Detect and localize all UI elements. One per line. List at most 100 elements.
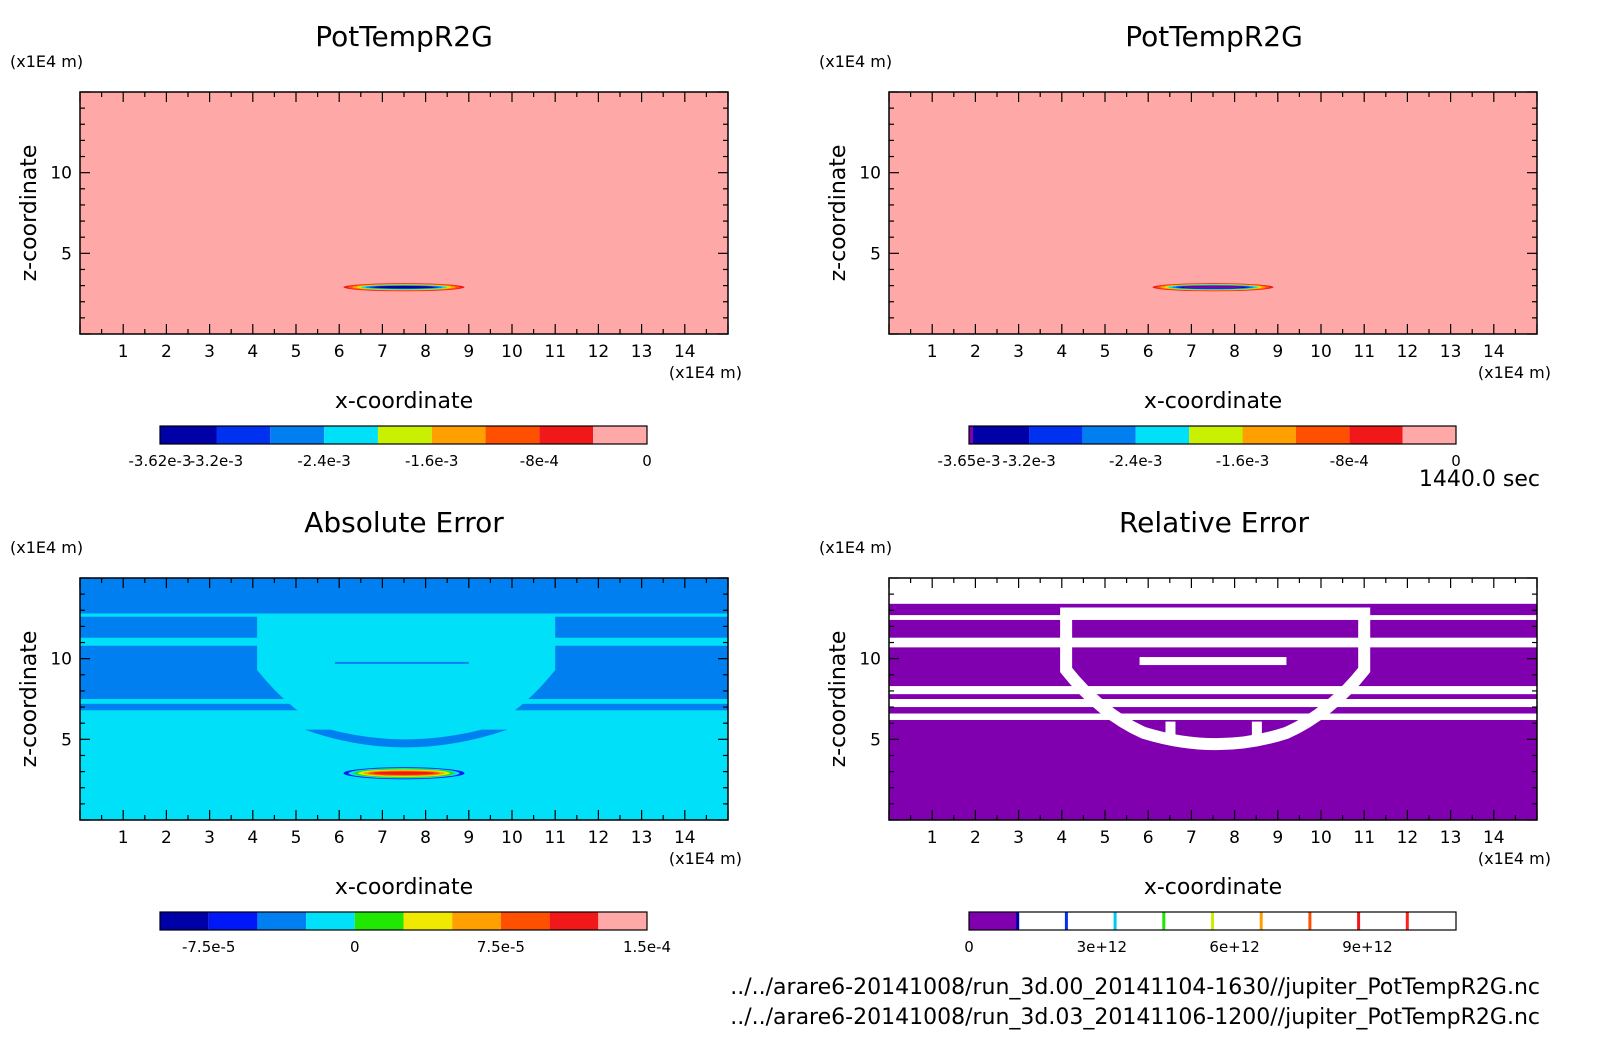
x-tick-label: 14 <box>1483 828 1505 848</box>
colorbar-frame <box>968 911 1457 931</box>
y-axis-label: z-coordinate <box>826 145 851 282</box>
x-tick-label: 8 <box>1229 828 1240 848</box>
panel-1: PotTempR2G(x1E4 m)(x1E4 m)1 2 3 4 5 6 7 8 9 10 11 1… <box>10 20 742 470</box>
colorbar-swatch <box>270 426 325 444</box>
x-tick-label: 8 <box>1229 342 1240 362</box>
error-line <box>334 661 469 664</box>
x-tick-label: 12 <box>588 342 610 362</box>
colorbar-tick-label: 1.5e-4 <box>623 938 671 956</box>
x-tick-label: 10 <box>501 342 523 362</box>
error-band <box>80 578 728 614</box>
relerr-strut <box>1251 721 1262 741</box>
x-tick-label: 13 <box>1440 342 1462 362</box>
colorbar-tick-label: -2.4e-3 <box>297 452 350 470</box>
y-tick-label: 5 <box>61 730 72 750</box>
colorbar-tick-label: 7.5e-5 <box>477 938 525 956</box>
colorbar-swatch <box>1189 426 1243 444</box>
colorbar-tick-label: 0 <box>1451 452 1461 470</box>
colorbar-swatch <box>306 912 355 930</box>
colorbar-tick-label: 9e+12 <box>1342 938 1392 956</box>
colorbar-swatch <box>549 912 599 930</box>
colorbar-tick-label: -3.2e-3 <box>1002 452 1055 470</box>
y-axis-label: z-coordinate <box>17 631 42 768</box>
error-lobe <box>304 729 508 748</box>
colorbar-swatch <box>485 426 540 444</box>
field <box>889 578 1537 820</box>
y-tick-label: 5 <box>870 244 881 264</box>
colorbar: -3.65e-3 -3.2e-3 -2.4e-3 -1.6e-3 -8e-4 0 <box>938 425 1461 470</box>
x-tick-label: 9 <box>1272 342 1283 362</box>
colorbar-tick-label: 0 <box>350 938 360 956</box>
colorbar: -7.5e-5 0 7.5e-5 1.5e-4 <box>159 911 671 956</box>
y-tick-label: 10 <box>859 650 881 670</box>
colorbar-tick-label: -3.62e-3 <box>129 452 192 470</box>
colorbar-tick-label: 0 <box>642 452 652 470</box>
x-tick-label: 3 <box>204 342 215 362</box>
x-tick-label: 9 <box>1272 828 1283 848</box>
y-tick-label: 10 <box>859 164 881 184</box>
x-tick-label: 10 <box>1310 342 1332 362</box>
colorbar-swatch <box>208 912 258 930</box>
colorbar-separator <box>1211 912 1214 930</box>
colorbar-tick-label: 3e+12 <box>1077 938 1127 956</box>
colorbar-separator <box>1308 912 1312 930</box>
time-label: 1440.0 sec <box>1419 467 1540 492</box>
x-axis-label: x-coordinate <box>1144 389 1282 414</box>
x-tick-label: 3 <box>1013 828 1024 848</box>
relerr-outline <box>1060 607 1371 751</box>
x-axis-label: x-coordinate <box>1144 875 1282 900</box>
colorbar-separator <box>1016 912 1020 930</box>
x-tick-label: 7 <box>377 828 388 848</box>
x-tick-label: 2 <box>970 828 981 848</box>
colorbar-separator <box>1357 912 1361 930</box>
x-tick-label: 7 <box>1186 342 1197 362</box>
colorbar-swatch <box>160 912 209 930</box>
field-background <box>889 92 1537 334</box>
colorbar-swatch <box>1349 426 1403 444</box>
colorbar-tick-label: -8e-4 <box>1330 452 1369 470</box>
y-tick-label: 5 <box>870 730 881 750</box>
y-tick-label: 10 <box>50 164 72 184</box>
panel-title: PotTempR2G <box>1125 20 1303 53</box>
colorbar-separator <box>1405 912 1409 930</box>
anomaly-contour <box>374 286 434 289</box>
x-unit-label: (x1E4 m) <box>669 849 742 868</box>
error-contour <box>373 771 435 775</box>
colorbar-swatch <box>377 426 432 444</box>
colorbar-frame <box>159 911 648 931</box>
x-tick-label: 8 <box>420 342 431 362</box>
colorbar-tick-label: -3.2e-3 <box>190 452 243 470</box>
colorbar-tick-label: -3.65e-3 <box>938 452 1001 470</box>
colorbar-tick-label: 0 <box>964 938 974 956</box>
colorbar-swatch <box>1242 426 1296 444</box>
x-tick-label: 10 <box>1310 828 1332 848</box>
x-tick-label: 12 <box>588 828 610 848</box>
error-bowl <box>257 613 556 745</box>
x-axis-label: x-coordinate <box>335 875 473 900</box>
y-axis-label: z-coordinate <box>826 631 851 768</box>
x-tick-label: 13 <box>631 828 653 848</box>
x-tick-label: 12 <box>1397 342 1419 362</box>
colorbar-swatch <box>324 426 378 444</box>
x-tick-label: 13 <box>1440 828 1462 848</box>
field <box>889 92 1537 334</box>
colorbar: -3.62e-3-3.2e-3 -2.4e-3 -1.6e-3 -8e-4 0 <box>129 425 652 470</box>
relerr-strut <box>1165 721 1176 741</box>
x-tick-label: 6 <box>1143 342 1154 362</box>
x-tick-label: 6 <box>1143 828 1154 848</box>
colorbar-swatch <box>431 426 486 444</box>
colorbar: 0 3e+12 6e+12 9e+12 <box>964 911 1457 956</box>
colorbar-tick-label: -1.6e-3 <box>1216 452 1269 470</box>
colorbar-swatch <box>598 912 647 930</box>
colorbar-swatch <box>1295 426 1350 444</box>
x-tick-label: 11 <box>544 342 566 362</box>
colorbar-swatch <box>403 912 453 930</box>
colorbar-tick-label: -7.5e-5 <box>182 938 235 956</box>
colorbar-tick-label: -1.6e-3 <box>405 452 458 470</box>
colorbar-tick-label: 6e+12 <box>1209 938 1259 956</box>
x-tick-label: 11 <box>544 828 566 848</box>
colorbar-swatch <box>160 426 217 444</box>
colorbar-swatch <box>973 426 1030 444</box>
x-tick-label: 7 <box>377 342 388 362</box>
